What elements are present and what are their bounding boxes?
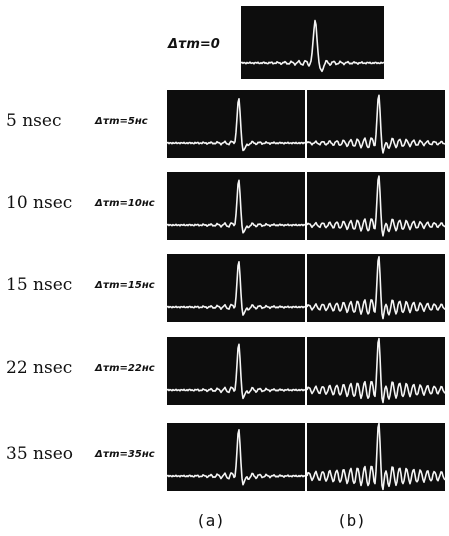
row-annotation: Δτm=22нс bbox=[94, 363, 155, 374]
row-label: 10 nsec bbox=[6, 193, 72, 213]
column-label: (a) bbox=[196, 511, 225, 530]
row-label: 5 nsec bbox=[6, 111, 61, 131]
row-annotation: Δτm=10нс bbox=[94, 198, 155, 209]
row-annotation: Δτm=35нс bbox=[94, 449, 155, 460]
row-annotation: Δτm=15нс bbox=[94, 280, 155, 291]
row-label: 35 nseo bbox=[6, 444, 73, 464]
top-label: Δτm=0 bbox=[167, 37, 220, 52]
figure: Δτm=0 (a) (b) 5 nsec Δτm=5нс 10 nsec Δτm=10… bbox=[0, 0, 449, 536]
column-label: (b) bbox=[337, 511, 366, 530]
row-annotation: Δτm=5нс bbox=[94, 116, 148, 127]
row-label: 22 nsec bbox=[6, 358, 72, 378]
row-label: 15 nsec bbox=[6, 275, 72, 295]
